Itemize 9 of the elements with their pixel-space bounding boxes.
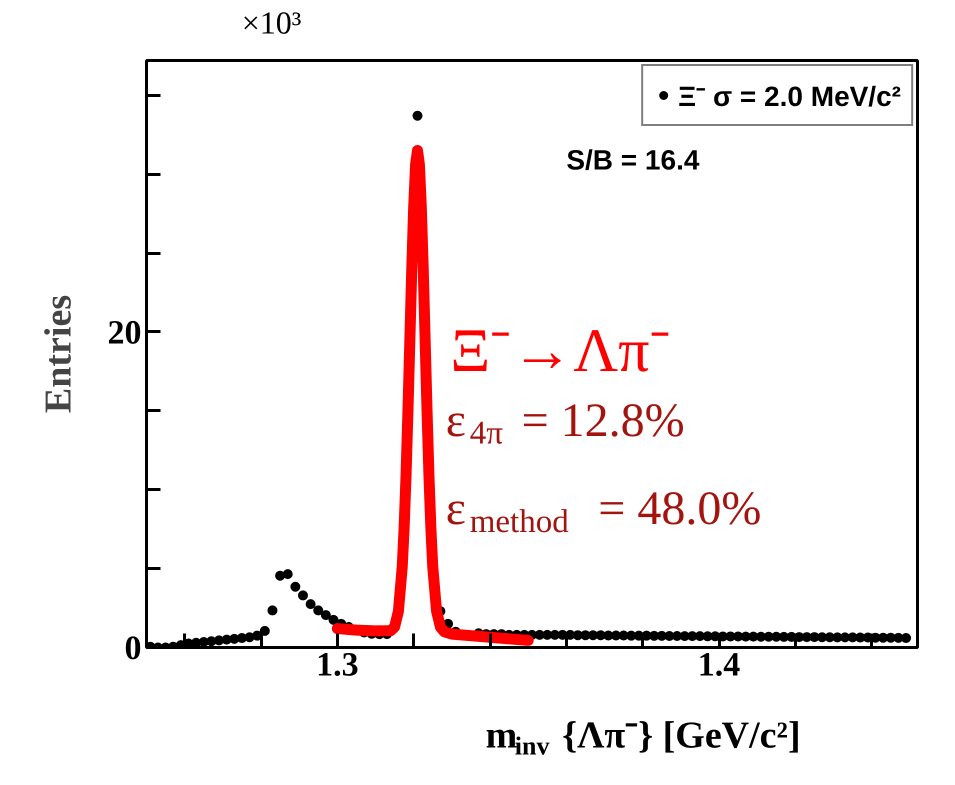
x-tick-label: 1.3 [316, 646, 359, 684]
x-tick-label: 1.4 [698, 646, 740, 684]
y-axis-title: Entries [38, 294, 80, 414]
annotation: Ξ⁻→Λπ⁻ [450, 316, 670, 385]
y-tick-label: 20 [108, 314, 142, 352]
text: ×10³ [242, 4, 302, 40]
annotation: S/B = 16.4 [566, 144, 700, 176]
y-tick-label: 0 [124, 630, 142, 667]
legend-label: Ξ⁻ σ = 2.0 MeV/c² [678, 80, 901, 114]
